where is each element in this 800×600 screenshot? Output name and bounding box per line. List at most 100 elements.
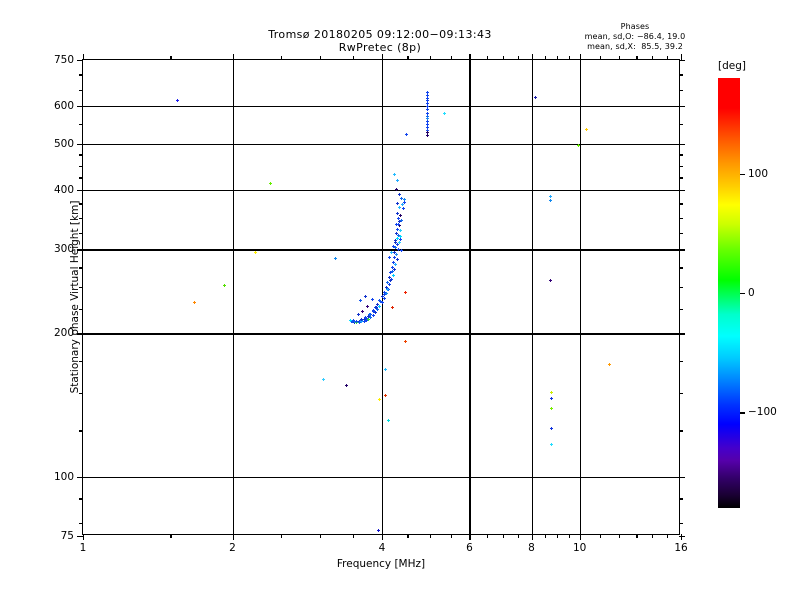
gridline-horizontal <box>83 249 679 251</box>
data-point <box>390 265 394 269</box>
data-point <box>404 291 408 295</box>
phases-annotation-extraordinary: mean, sd,X: 85.5, 39.2 <box>587 42 683 51</box>
colorbar-tick-label: 0 <box>748 287 755 299</box>
data-point <box>388 279 392 283</box>
x-tick-minor <box>618 534 621 538</box>
y-tick-minor <box>679 74 683 76</box>
data-point <box>357 320 361 324</box>
data-point <box>394 245 398 249</box>
y-tick <box>77 143 83 146</box>
data-point <box>426 131 430 135</box>
x-tick-minor <box>667 534 669 538</box>
x-tick-minor <box>353 56 355 60</box>
data-point <box>426 120 430 124</box>
gridline-vertical <box>531 60 533 534</box>
x-tick-minor <box>652 534 654 538</box>
x-tick-minor <box>618 56 621 60</box>
data-point <box>550 406 554 410</box>
data-point <box>268 181 272 185</box>
data-point <box>404 340 408 344</box>
x-tick-minor <box>544 534 546 538</box>
data-point <box>426 111 430 115</box>
data-point <box>377 398 381 402</box>
x-tick <box>579 54 581 60</box>
data-point <box>391 269 395 273</box>
data-point <box>378 299 382 303</box>
data-point <box>426 128 430 132</box>
x-tick-minor <box>517 534 519 538</box>
data-point <box>373 311 377 315</box>
x-tick-minor <box>556 534 559 538</box>
data-point <box>548 279 552 283</box>
y-tick-minor <box>679 522 683 524</box>
y-tick-minor <box>679 124 683 126</box>
data-point <box>396 202 400 206</box>
x-tick <box>579 534 581 540</box>
x-tick-label: 4 <box>378 542 386 554</box>
y-tick-minor <box>79 498 83 500</box>
x-tick-minor <box>430 56 432 60</box>
colorbar-tick <box>740 293 745 295</box>
x-tick-minor <box>353 534 355 538</box>
data-point <box>426 114 430 118</box>
data-point <box>426 126 430 130</box>
y-tick-minor <box>679 308 683 311</box>
y-tick-minor <box>679 267 683 269</box>
data-point <box>398 238 402 242</box>
data-point <box>426 105 430 109</box>
data-point <box>333 257 337 261</box>
data-point <box>223 283 227 287</box>
data-point <box>426 117 430 121</box>
y-tick-minor <box>679 392 683 394</box>
x-tick-minor <box>280 534 282 538</box>
data-point <box>398 219 402 223</box>
y-tick-minor <box>79 177 83 179</box>
data-point <box>400 219 404 223</box>
x-axis-title: Frequency [MHz] <box>336 558 426 570</box>
y-tick <box>77 536 83 538</box>
y-tick-minor <box>79 360 83 363</box>
y-tick-minor <box>79 74 83 76</box>
data-point <box>391 260 395 264</box>
data-point <box>399 197 403 201</box>
data-point <box>364 318 368 322</box>
data-point <box>550 396 554 400</box>
data-point <box>253 250 257 254</box>
x-tick <box>469 534 471 540</box>
data-point <box>394 188 398 192</box>
x-tick-minor <box>556 56 559 60</box>
y-tick <box>77 333 83 335</box>
y-tick-minor <box>79 124 83 126</box>
y-tick-label: 400 <box>53 183 74 196</box>
data-point <box>386 419 390 423</box>
x-tick-minor <box>170 56 172 60</box>
y-tick <box>679 476 685 478</box>
y-tick-minor <box>79 287 83 289</box>
x-tick-minor <box>170 534 172 538</box>
data-point <box>396 223 400 227</box>
data-point <box>376 308 380 312</box>
data-point <box>382 296 386 300</box>
data-point <box>369 315 373 319</box>
x-tick-minor <box>600 534 602 538</box>
data-point <box>398 234 402 238</box>
data-point <box>397 224 401 228</box>
x-tick-minor <box>486 534 488 538</box>
y-tick-minor <box>79 203 83 205</box>
x-tick-minor <box>502 534 504 538</box>
y-tick <box>679 189 685 192</box>
x-tick-minor <box>319 534 322 538</box>
x-tick-minor <box>502 56 504 60</box>
x-tick <box>531 534 533 540</box>
data-point <box>383 393 387 397</box>
x-tick <box>469 54 471 60</box>
data-point <box>426 96 430 100</box>
plot-subtitle: RwPretec (8p) <box>338 41 422 54</box>
data-point <box>392 250 396 254</box>
gridline-horizontal <box>83 476 679 478</box>
data-point <box>394 232 398 235</box>
data-point <box>366 304 369 308</box>
data-point <box>355 320 359 324</box>
x-tick <box>681 54 683 60</box>
data-point <box>426 90 430 94</box>
